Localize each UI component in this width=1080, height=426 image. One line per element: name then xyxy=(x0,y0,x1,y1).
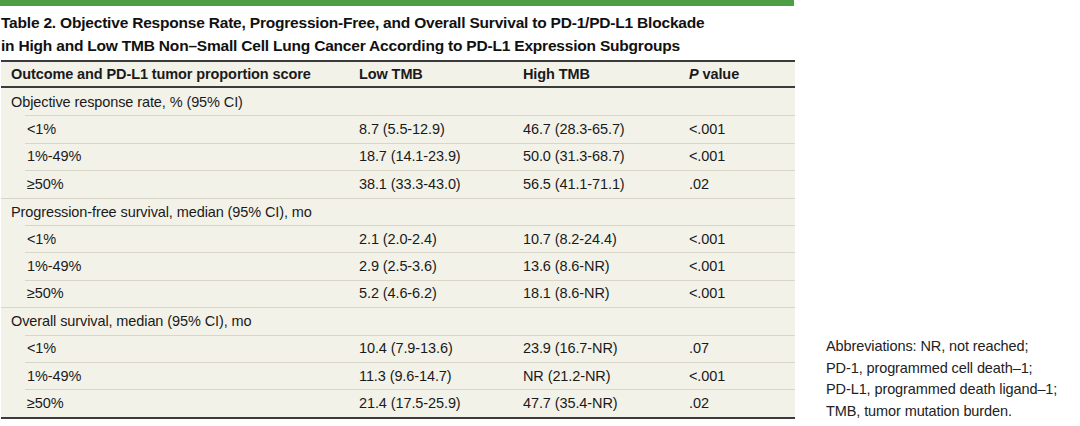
p-value: .02 xyxy=(689,176,795,192)
footnote-line: TMB, tumor mutation burden. xyxy=(826,401,1078,423)
p-value: <.001 xyxy=(689,231,795,247)
column-header-high-tmb: High TMB xyxy=(523,66,689,82)
footnote-line: PD-1, programmed cell death–1; xyxy=(826,358,1078,380)
table-accent-bar xyxy=(0,0,794,6)
row-label: 1%-49% xyxy=(1,148,359,164)
row-label: ≥50% xyxy=(1,176,359,192)
footnote-line: PD-L1, programmed death ligand–1; xyxy=(826,379,1078,401)
p-value: <.001 xyxy=(689,285,795,301)
p-value-symbol: P xyxy=(689,66,699,82)
table-title: Table 2. Objective Response Rate, Progre… xyxy=(1,11,801,57)
high-tmb-value: 50.0 (31.3-68.7) xyxy=(523,148,689,164)
footnote-line: Abbreviations: NR, not reached; xyxy=(826,336,1078,358)
table-row: ≥50% 5.2 (4.6-6.2) 18.1 (8.6-NR) <.001 xyxy=(1,280,795,307)
abbreviations-footnote: Abbreviations: NR, not reached; PD-1, pr… xyxy=(826,336,1078,422)
section-header-label: Objective response rate, % (95% CI) xyxy=(1,94,795,110)
table-row: 1%-49% 2.9 (2.5-3.6) 13.6 (8.6-NR) <.001 xyxy=(1,252,795,279)
row-label: <1% xyxy=(1,340,359,356)
column-header-low-tmb: Low TMB xyxy=(359,66,523,82)
high-tmb-value: 47.7 (35.4-NR) xyxy=(523,395,689,411)
table-row: 1%-49% 11.3 (9.6-14.7) NR (21.2-NR) <.00… xyxy=(1,362,795,389)
low-tmb-value: 10.4 (7.9-13.6) xyxy=(359,340,523,356)
article-table-figure: Table 2. Objective Response Rate, Progre… xyxy=(0,0,1080,426)
table-header-row: Outcome and PD-L1 tumor proportion score… xyxy=(1,62,795,88)
table-title-line1: Table 2. Objective Response Rate, Progre… xyxy=(1,11,801,34)
row-label: 1%-49% xyxy=(1,368,359,384)
table-section-row: Overall survival, median (95% CI), mo xyxy=(1,307,795,334)
high-tmb-value: 23.9 (16.7-NR) xyxy=(523,340,689,356)
table-row: ≥50% 38.1 (33.3-43.0) 56.5 (41.1-71.1) .… xyxy=(1,170,795,197)
row-label: <1% xyxy=(1,231,359,247)
table-title-line2: in High and Low TMB Non–Small Cell Lung … xyxy=(1,34,801,57)
row-label: ≥50% xyxy=(1,395,359,411)
high-tmb-value: 46.7 (28.3-65.7) xyxy=(523,121,689,137)
table-row: ≥50% 21.4 (17.5-25.9) 47.7 (35.4-NR) .02 xyxy=(1,389,795,416)
section-header-label: Progression-free survival, median (95% C… xyxy=(1,204,795,220)
row-label: ≥50% xyxy=(1,285,359,301)
results-table: Outcome and PD-L1 tumor proportion score… xyxy=(1,60,795,419)
p-value: .07 xyxy=(689,340,795,356)
low-tmb-value: 18.7 (14.1-23.9) xyxy=(359,148,523,164)
high-tmb-value: NR (21.2-NR) xyxy=(523,368,689,384)
table-section-row: Progression-free survival, median (95% C… xyxy=(1,198,795,225)
p-value-rest: value xyxy=(703,66,740,82)
high-tmb-value: 10.7 (8.2-24.4) xyxy=(523,231,689,247)
p-value: <.001 xyxy=(689,148,795,164)
low-tmb-value: 21.4 (17.5-25.9) xyxy=(359,395,523,411)
p-value: <.001 xyxy=(689,368,795,384)
low-tmb-value: 2.9 (2.5-3.6) xyxy=(359,258,523,274)
low-tmb-value: 11.3 (9.6-14.7) xyxy=(359,368,523,384)
low-tmb-value: 38.1 (33.3-43.0) xyxy=(359,176,523,192)
row-label: 1%-49% xyxy=(1,258,359,274)
table-row: <1% 2.1 (2.0-2.4) 10.7 (8.2-24.4) <.001 xyxy=(1,225,795,252)
low-tmb-value: 5.2 (4.6-6.2) xyxy=(359,285,523,301)
table-section-row: Objective response rate, % (95% CI) xyxy=(1,88,795,115)
table-row: 1%-49% 18.7 (14.1-23.9) 50.0 (31.3-68.7)… xyxy=(1,143,795,170)
column-header-p-value: P value xyxy=(689,66,795,82)
low-tmb-value: 2.1 (2.0-2.4) xyxy=(359,231,523,247)
row-label: <1% xyxy=(1,121,359,137)
p-value: <.001 xyxy=(689,258,795,274)
high-tmb-value: 18.1 (8.6-NR) xyxy=(523,285,689,301)
high-tmb-value: 56.5 (41.1-71.1) xyxy=(523,176,689,192)
table-row: <1% 8.7 (5.5-12.9) 46.7 (28.3-65.7) <.00… xyxy=(1,115,795,142)
high-tmb-value: 13.6 (8.6-NR) xyxy=(523,258,689,274)
p-value: .02 xyxy=(689,395,795,411)
low-tmb-value: 8.7 (5.5-12.9) xyxy=(359,121,523,137)
section-header-label: Overall survival, median (95% CI), mo xyxy=(1,313,795,329)
column-header-outcome: Outcome and PD-L1 tumor proportion score xyxy=(1,66,359,82)
p-value: <.001 xyxy=(689,121,795,137)
table-row: <1% 10.4 (7.9-13.6) 23.9 (16.7-NR) .07 xyxy=(1,335,795,362)
